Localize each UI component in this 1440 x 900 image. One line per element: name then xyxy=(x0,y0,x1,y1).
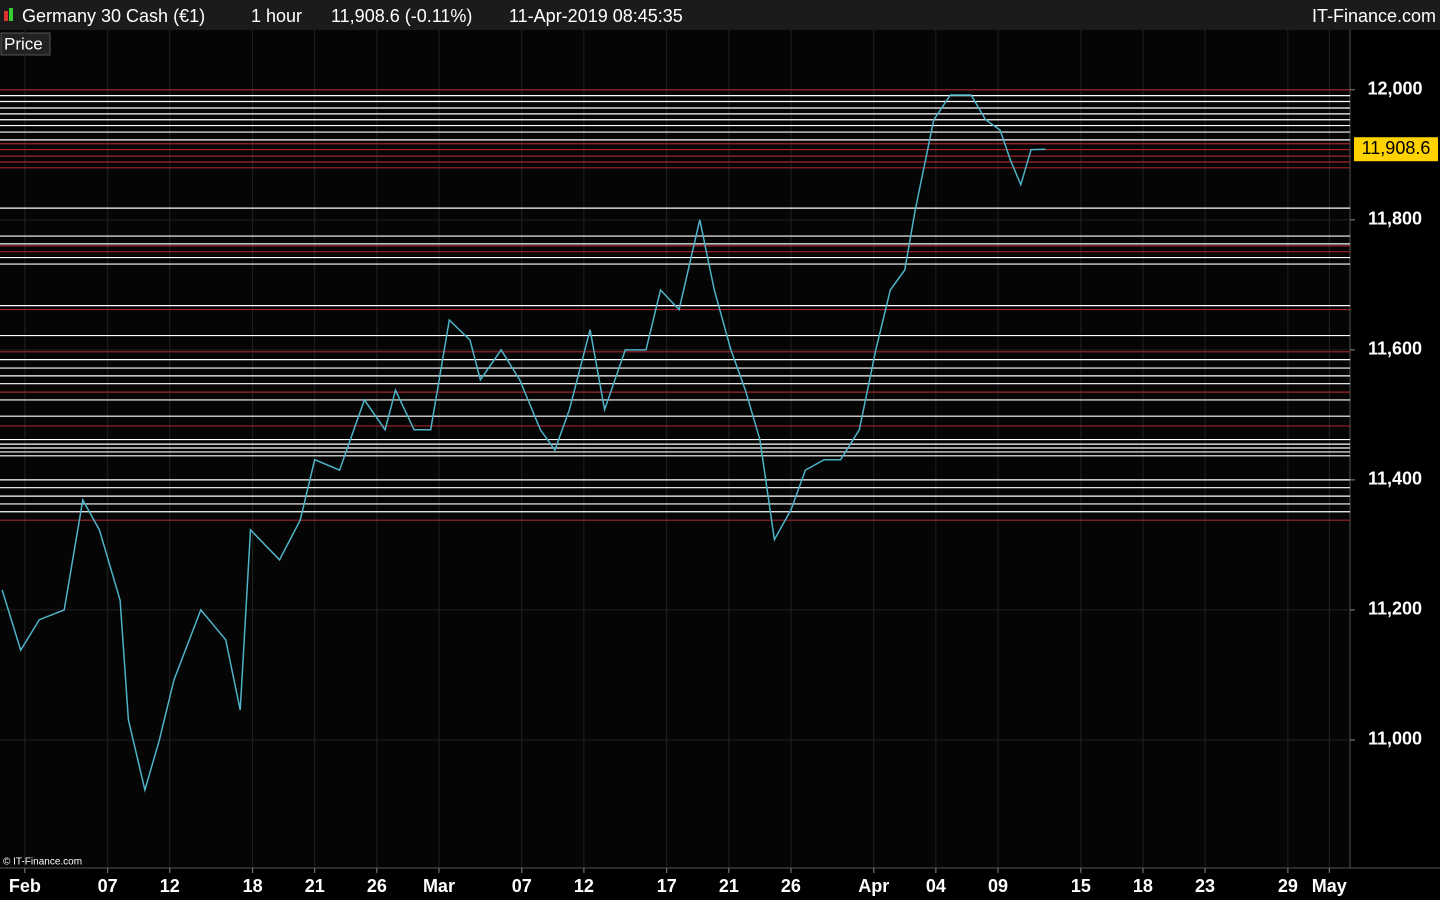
price-line xyxy=(1,94,1046,793)
x-tick-label: 26 xyxy=(367,876,387,896)
x-tick-label: Apr xyxy=(858,876,889,896)
y-tick-label: 11,400 xyxy=(1368,469,1422,489)
y-tick-label: 11,600 xyxy=(1368,339,1422,359)
plot-area xyxy=(0,30,1350,868)
copyright: © IT-Finance.com xyxy=(3,857,82,868)
x-tick-label: 18 xyxy=(243,876,263,896)
x-tick-label: 26 xyxy=(781,876,801,896)
y-axis-area xyxy=(1350,30,1440,868)
x-tick-label: 15 xyxy=(1071,876,1091,896)
x-tick-label: 12 xyxy=(574,876,594,896)
x-tick-label: 12 xyxy=(160,876,180,896)
icon xyxy=(4,11,8,21)
x-tick-label: Mar xyxy=(423,876,455,896)
y-tick-label: 11,800 xyxy=(1368,209,1422,229)
last-price-label: 11,908.6 xyxy=(1362,138,1431,158)
last-price-box xyxy=(1354,137,1438,162)
panel-label-box xyxy=(0,32,51,56)
quote: 11,908.6 (-0.11%) xyxy=(331,6,472,26)
x-tick-label: 07 xyxy=(512,876,532,896)
x-tick-label: 07 xyxy=(98,876,118,896)
y-tick-label: 12,000 xyxy=(1367,79,1422,99)
y-tick-label: 11,000 xyxy=(1368,729,1422,749)
x-tick-label: 29 xyxy=(1278,876,1298,896)
y-tick-label: 11,200 xyxy=(1368,599,1422,619)
x-tick-label: 23 xyxy=(1195,876,1215,896)
brand: IT-Finance.com xyxy=(1312,6,1436,26)
icon xyxy=(9,8,13,21)
x-tick-label: 21 xyxy=(305,876,325,896)
x-tick-label: 17 xyxy=(657,876,677,896)
x-tick-label: May xyxy=(1312,876,1347,896)
timestamp: 11-Apr-2019 08:45:35 xyxy=(509,6,683,26)
header-bar xyxy=(0,0,1440,32)
interval: 1 hour xyxy=(251,6,302,26)
x-tick-label: 04 xyxy=(926,876,946,896)
x-tick-label: Feb xyxy=(9,876,41,896)
x-tick-label: 09 xyxy=(988,876,1008,896)
panel-label: Price xyxy=(4,34,43,53)
x-axis-area xyxy=(0,868,1440,900)
x-tick-label: 18 xyxy=(1133,876,1153,896)
x-tick-label: 21 xyxy=(719,876,739,896)
instrument: Germany 30 Cash (€1) xyxy=(22,6,205,26)
